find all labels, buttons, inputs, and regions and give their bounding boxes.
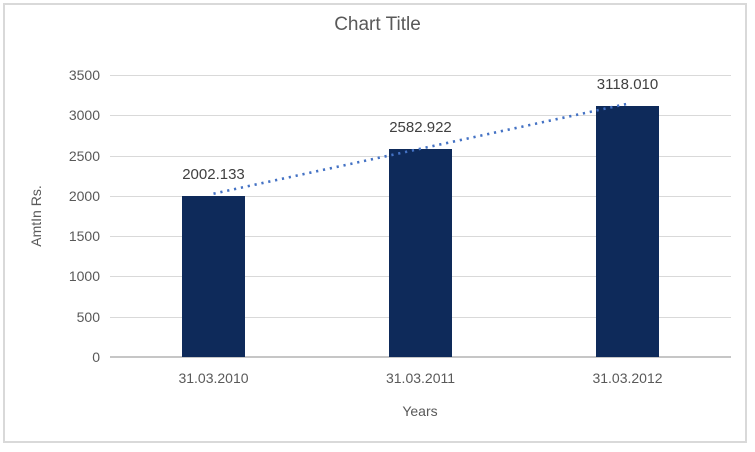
bar-31.03.2012: [596, 105, 659, 357]
gridline-3500: [110, 75, 731, 76]
y-tick-label: 3500: [68, 67, 100, 83]
x-tick-label: 31.03.2011: [385, 370, 456, 386]
x-axis-title: Years: [402, 403, 438, 419]
y-tick-label: 3000: [68, 107, 100, 124]
chart-title: Chart Title: [334, 14, 421, 35]
y-tick-label: 2000: [68, 187, 100, 204]
bar-31.03.2010: [182, 195, 245, 357]
y-tick-label: 500: [76, 308, 100, 325]
data-label-31.03.2010: 2002.133: [182, 165, 245, 183]
y-tick-label: 2500: [68, 147, 100, 164]
x-axis-line: [110, 356, 731, 358]
data-label-31.03.2012: 3118.010: [596, 75, 659, 93]
bar-31.03.2011: [389, 148, 452, 357]
y-tick-label: 1500: [68, 228, 100, 245]
y-axis-title: AmtIn Rs.: [28, 185, 44, 247]
y-tick-label: 0: [92, 349, 100, 365]
x-tick-label: 31.03.2010: [178, 370, 249, 386]
data-label-31.03.2011: 2582.922: [389, 118, 452, 136]
x-tick-label: 31.03.2012: [592, 370, 663, 386]
y-tick-label: 1000: [68, 268, 100, 285]
